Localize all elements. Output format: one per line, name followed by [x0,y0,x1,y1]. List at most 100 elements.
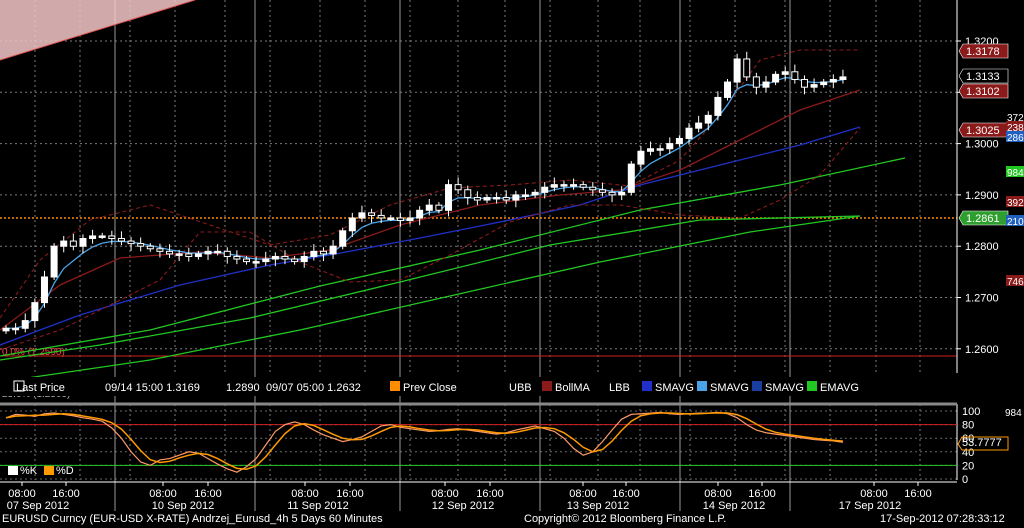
x-hour-label: 16:00 [612,488,640,500]
footer-copyright: Copyright© 2012 Bloomberg Finance L.P. [524,513,727,525]
candle-body [271,255,279,260]
x-date-label: 11 Sep 2012 [287,500,349,511]
osc-legend-d: %D [56,465,74,477]
legend-ubb: UBB [509,382,532,394]
candle-body [772,73,780,83]
legend-smavg-3: SMAVG [765,382,804,394]
candle-body [800,78,808,88]
legend-bollma-swatch [542,381,552,391]
legend-smavg-2-swatch [697,381,707,391]
y-tick-label: 1.2600 [965,344,999,356]
candle-body [483,196,491,201]
osc-value-tag [957,436,1009,451]
candle-body [579,184,587,188]
candle-body [79,238,87,247]
candle-body [60,240,68,247]
legend-emavg-swatch [807,381,817,391]
oscillator-panel [0,404,957,480]
candle-body [445,184,453,211]
candle-body [675,137,683,145]
x-hour-label: 16:00 [336,488,364,500]
x-hour-label: 08:00 [149,488,177,500]
osc-legend-k-swatch [8,466,18,475]
candle-body [21,320,29,329]
x-hour-label: 08:00 [860,488,888,500]
candle-body [695,122,703,129]
edge-tag [1006,166,1024,177]
candle-body [791,71,799,80]
price-tag-label: 1.3133 [966,71,1000,83]
edge-tag-label: 984 [1007,168,1024,179]
candle-body [50,245,58,278]
candle-body [829,78,837,83]
osc-tick-label: 100 [962,406,980,418]
candle-body [637,150,645,165]
legend-emavg: EMAVG [820,382,859,394]
price-tag [958,68,1009,84]
x-hour-label: 16:00 [52,488,80,500]
candle-body [762,81,770,88]
candle-body [435,204,443,211]
candle-body [2,327,10,332]
x-hour-label: 08:00 [291,488,319,500]
candle-body [704,114,712,124]
x-hour-label: 16:00 [476,488,504,500]
sma-slow-line [0,126,861,346]
price-tag-label: 1.3025 [966,125,1000,137]
ema-line [0,157,906,357]
edge-tag [1006,111,1024,122]
x-hour-label: 08:00 [569,488,597,500]
candle-body [175,253,183,256]
osc-edge-label: 984 [1005,408,1022,419]
candle-body [570,184,578,187]
x-date-label: 13 Sep 2012 [567,500,629,511]
price-chart-svg[interactable]: 0.0% (1.2590)23.6% (1.2509)1.32001.31001… [0,0,1024,512]
y-tick-label: 1.2800 [965,241,999,253]
candle-body [233,255,241,260]
candle-body [416,209,424,219]
candle-body [647,148,655,152]
edge-tag-label: 392 [1007,198,1024,209]
candle-body [300,255,308,263]
fib-trendline [0,0,196,61]
legend-bollma: BollMA [555,382,591,394]
legend-last-price: Last Price [16,382,65,394]
x-date-label: 12 Sep 2012 [432,500,494,511]
candle-body [810,84,818,88]
footer-security: EURUSD Curncy (EUR-USD X-RATE) Andrzej_E… [2,513,383,525]
candle-body [243,258,250,263]
x-date-label: 10 Sep 2012 [152,500,214,511]
candle-body [319,250,327,255]
candle-body [98,235,106,238]
candle-body [281,255,289,260]
candle-body [743,58,751,78]
legend-lbb: LBB [609,382,630,394]
edge-tag [1006,131,1024,142]
candle-body [550,184,558,188]
candle-body [589,186,597,191]
x-hour-label: 08:00 [431,488,459,500]
candle-body [166,250,174,255]
candle-body [406,217,414,222]
candle-body [666,143,674,150]
candle-body [541,186,549,193]
candle-body [473,196,481,201]
x-hour-label: 16:00 [748,488,776,500]
candle-body [464,189,472,198]
candle-body [214,250,222,254]
candle-body [204,250,212,255]
price-tag-label: 1.3178 [966,46,1000,58]
price-tag [958,43,1009,59]
x-hour-label: 16:00 [904,488,932,500]
x-date-label: 14 Sep 2012 [703,500,765,511]
x-hour-label: 08:00 [8,488,36,500]
edge-tag-label: 238 [1007,123,1024,134]
legend-smavg-2: SMAVG [710,382,749,394]
candle-body [521,194,529,197]
candle-body [377,214,385,219]
candle-body [291,258,299,263]
candle-body [531,191,539,196]
ema-long-line [0,215,861,383]
y-tick-label: 1.3000 [965,139,999,151]
